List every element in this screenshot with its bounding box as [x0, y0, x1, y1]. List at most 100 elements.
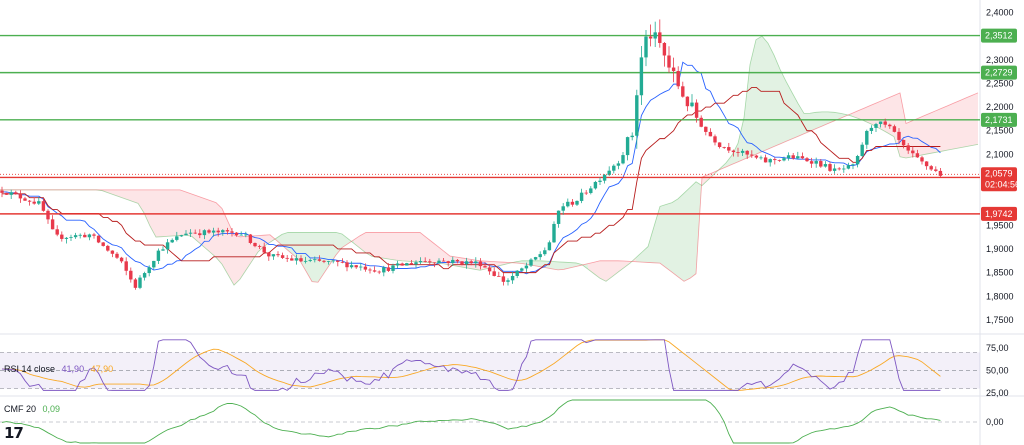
candle-body	[359, 266, 363, 268]
candle-body	[276, 254, 280, 256]
candle-body	[538, 254, 542, 258]
candle-body	[924, 161, 929, 167]
candle-body	[911, 150, 915, 154]
cmf-pane[interactable]: 0,00	[0, 399, 1004, 444]
candlestick-series	[0, 19, 943, 290]
senkou-span-a	[0, 35, 979, 286]
cloud-segment	[636, 252, 642, 263]
candle-body	[607, 170, 611, 175]
candle-body	[819, 161, 823, 167]
cloud-segment	[354, 235, 360, 249]
candle-body	[846, 165, 851, 169]
support-resistance-levels	[0, 34, 980, 215]
candle-body	[138, 277, 142, 288]
candle-body	[271, 254, 276, 257]
candle-body	[763, 157, 768, 163]
cloud-segment	[510, 261, 516, 264]
candle-body	[920, 157, 924, 162]
candle-body	[27, 200, 32, 202]
candle-body	[635, 95, 639, 136]
cmf-value: 0,09	[42, 404, 61, 414]
senkou-span-b	[0, 92, 979, 283]
candle-body	[322, 260, 326, 262]
candle-body	[754, 155, 759, 158]
candle-body	[175, 236, 179, 240]
candle-body	[865, 130, 869, 145]
candle-body	[828, 164, 832, 171]
price-tick-label: 2,1500	[986, 126, 1014, 136]
candle-body	[294, 258, 299, 261]
cloud-segment	[954, 100, 960, 149]
cloud-segment	[744, 64, 750, 160]
rsi-value: 41,90	[61, 364, 85, 374]
candle-body	[202, 230, 207, 236]
cloud-segment	[792, 92, 798, 139]
cloud-segment	[228, 221, 234, 286]
level-label: 1,9742	[985, 209, 1013, 219]
candle-body	[50, 219, 55, 230]
cmf-legend: CMF 20 0,09	[4, 404, 64, 414]
candle-body	[717, 142, 722, 147]
candle-body	[552, 223, 556, 243]
candle-body	[147, 267, 151, 274]
cmf-line	[1, 399, 941, 444]
cloud-segment	[750, 39, 756, 157]
cloud-segment	[840, 113, 846, 119]
cloud-segment	[384, 232, 390, 260]
cloud-segment	[192, 194, 198, 242]
candle-body	[170, 239, 174, 243]
candle-body	[0, 190, 4, 193]
candle-body	[382, 267, 386, 273]
candle-body	[823, 164, 828, 167]
candle-body	[115, 253, 119, 258]
candle-body	[773, 159, 777, 161]
tradingview-logo[interactable]: 17	[4, 424, 24, 442]
cloud-segment	[234, 234, 240, 286]
candle-body	[129, 270, 133, 280]
candle-body	[878, 121, 883, 125]
candle-body	[750, 154, 754, 156]
cloud-segment	[960, 97, 966, 148]
cloud-segment	[414, 232, 420, 262]
candle-body	[239, 234, 243, 236]
candle-body	[207, 230, 211, 233]
cloud-segment	[918, 115, 924, 156]
price-tick-label: 1,9500	[986, 220, 1014, 230]
candle-body	[589, 188, 593, 194]
candle-body	[303, 260, 308, 262]
candle-body	[782, 158, 786, 161]
cloud-segment	[432, 241, 438, 264]
tenkan-sen-line	[2, 61, 941, 275]
cloud-segment	[720, 162, 726, 170]
price-tick-label: 2,4000	[986, 8, 1014, 18]
cloud-segment	[678, 193, 684, 282]
cloud-segment	[666, 202, 672, 273]
candle-body	[41, 201, 46, 211]
cloud-segment	[612, 260, 618, 277]
candle-body	[313, 259, 317, 261]
candle-body	[809, 161, 814, 164]
price-tick-label: 2,1000	[986, 149, 1014, 159]
cloud-segment	[276, 234, 282, 246]
cloud-segment	[246, 235, 252, 271]
cloud-segment	[396, 232, 402, 261]
cloud-segment	[900, 92, 906, 158]
candle-body	[510, 275, 515, 281]
candle-body	[9, 192, 13, 195]
candle-body	[423, 261, 427, 262]
candle-body	[727, 147, 731, 151]
rsi-pane[interactable]: 75,00 50,00 25,00	[0, 339, 1009, 398]
candle-body	[37, 201, 41, 204]
price-tick-label: 1,9000	[986, 244, 1014, 254]
price-axis[interactable]: 2,40002,35002,30002,25002,20002,15002,10…	[986, 8, 1014, 325]
candle-body	[814, 161, 818, 164]
cloud-segment	[210, 200, 216, 258]
cloud-segment	[576, 262, 582, 267]
cloud-segment	[180, 189, 186, 236]
candle-body	[658, 32, 662, 43]
axis-labels: 2,35122,27292,17312,05121,97422,057902:0…	[981, 28, 1020, 221]
candle-body	[796, 156, 800, 159]
